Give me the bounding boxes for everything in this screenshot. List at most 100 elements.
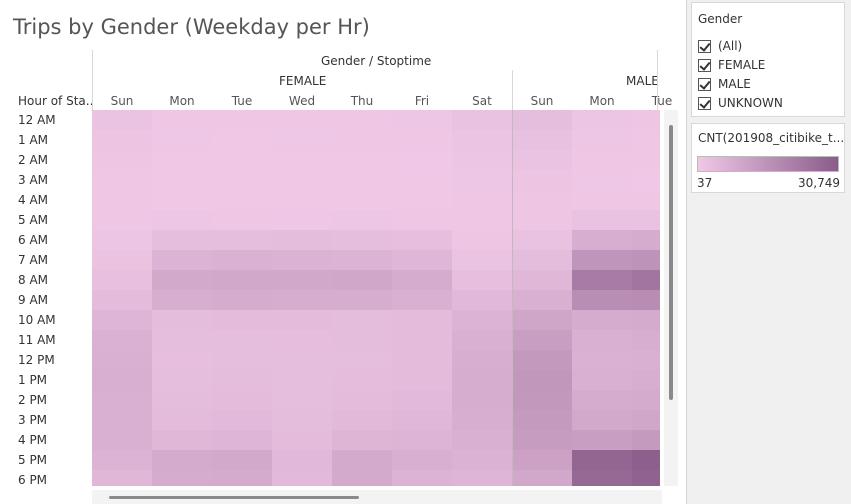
heatmap-cell[interactable] — [152, 270, 212, 290]
heatmap-cell[interactable] — [392, 210, 452, 230]
heatmap-cell[interactable] — [212, 270, 272, 290]
heatmap-cell[interactable] — [92, 410, 152, 430]
heatmap-cell[interactable] — [152, 190, 212, 210]
heatmap-cell[interactable] — [512, 450, 572, 470]
heatmap-cell[interactable] — [452, 450, 512, 470]
heatmap-cell[interactable] — [572, 130, 632, 150]
heatmap-cell[interactable] — [572, 330, 632, 350]
heatmap-cell[interactable] — [632, 210, 660, 230]
heatmap-cell[interactable] — [272, 210, 332, 230]
checkbox-checked-icon[interactable] — [698, 97, 711, 110]
heatmap-cell[interactable] — [92, 430, 152, 450]
heatmap-cell[interactable] — [92, 170, 152, 190]
heatmap-cell[interactable] — [152, 150, 212, 170]
heatmap-cell[interactable] — [392, 270, 452, 290]
heatmap-cell[interactable] — [512, 170, 572, 190]
heatmap-cell[interactable] — [512, 130, 572, 150]
heatmap-cell[interactable] — [272, 450, 332, 470]
heatmap-cell[interactable] — [452, 210, 512, 230]
heatmap-cell[interactable] — [92, 330, 152, 350]
heatmap-cell[interactable] — [92, 370, 152, 390]
heatmap-cell[interactable] — [572, 450, 632, 470]
heatmap-cell[interactable] — [152, 330, 212, 350]
heatmap-cell[interactable] — [572, 410, 632, 430]
heatmap-cell[interactable] — [392, 250, 452, 270]
heatmap-cell[interactable] — [572, 470, 632, 486]
heatmap-cell[interactable] — [332, 390, 392, 410]
heatmap-cell[interactable] — [632, 250, 660, 270]
scrollbar-thumb[interactable] — [109, 496, 359, 499]
heatmap-cell[interactable] — [92, 450, 152, 470]
heatmap-cell[interactable] — [332, 430, 392, 450]
heatmap-cell[interactable] — [512, 290, 572, 310]
heatmap-cell[interactable] — [632, 170, 660, 190]
heatmap-cell[interactable] — [212, 390, 272, 410]
heatmap-cell[interactable] — [632, 290, 660, 310]
horizontal-scrollbar[interactable] — [92, 490, 662, 504]
heatmap-cell[interactable] — [152, 130, 212, 150]
heatmap-cell[interactable] — [512, 150, 572, 170]
heatmap-cell[interactable] — [512, 270, 572, 290]
heatmap-cell[interactable] — [452, 410, 512, 430]
heatmap-cell[interactable] — [452, 250, 512, 270]
heatmap-cell[interactable] — [392, 130, 452, 150]
heatmap-cell[interactable] — [92, 230, 152, 250]
heatmap-cell[interactable] — [332, 270, 392, 290]
heatmap-cell[interactable] — [212, 370, 272, 390]
heatmap-cell[interactable] — [572, 390, 632, 410]
checkbox-checked-icon[interactable] — [698, 40, 711, 53]
heatmap-cell[interactable] — [152, 110, 212, 130]
heatmap-cell[interactable] — [392, 430, 452, 450]
heatmap-cell[interactable] — [572, 110, 632, 130]
heatmap-cell[interactable] — [512, 310, 572, 330]
heatmap-cell[interactable] — [512, 250, 572, 270]
heatmap-cell[interactable] — [272, 170, 332, 190]
heatmap-cell[interactable] — [452, 330, 512, 350]
heatmap-cell[interactable] — [392, 290, 452, 310]
heatmap-cell[interactable] — [212, 350, 272, 370]
heatmap-cell[interactable] — [152, 250, 212, 270]
heatmap-cell[interactable] — [212, 170, 272, 190]
heatmap-cell[interactable] — [92, 470, 152, 486]
heatmap-cell[interactable] — [572, 210, 632, 230]
heatmap-cell[interactable] — [632, 410, 660, 430]
heatmap-cell[interactable] — [632, 110, 660, 130]
heatmap-cell[interactable] — [152, 450, 212, 470]
heatmap-cell[interactable] — [212, 410, 272, 430]
heatmap-cell[interactable] — [212, 250, 272, 270]
heatmap-cell[interactable] — [332, 250, 392, 270]
heatmap-cell[interactable] — [92, 250, 152, 270]
heatmap-cell[interactable] — [632, 390, 660, 410]
heatmap-cell[interactable] — [152, 390, 212, 410]
gender-header-female[interactable]: FEMALE — [279, 74, 326, 88]
heatmap-cell[interactable] — [572, 310, 632, 330]
heatmap-cell[interactable] — [212, 430, 272, 450]
heatmap-cell[interactable] — [212, 130, 272, 150]
heatmap-cell[interactable] — [332, 310, 392, 330]
heatmap-cell[interactable] — [392, 390, 452, 410]
heatmap-cell[interactable] — [272, 110, 332, 130]
heatmap-cell[interactable] — [452, 290, 512, 310]
heatmap-cell[interactable] — [152, 470, 212, 486]
heatmap-cell[interactable] — [332, 290, 392, 310]
heatmap-cell[interactable] — [332, 470, 392, 486]
heatmap-cell[interactable] — [392, 150, 452, 170]
heatmap-cell[interactable] — [212, 190, 272, 210]
heatmap-cell[interactable] — [272, 390, 332, 410]
heatmap-cell[interactable] — [152, 210, 212, 230]
heatmap-cell[interactable] — [632, 230, 660, 250]
heatmap-cell[interactable] — [152, 290, 212, 310]
heatmap-cell[interactable] — [452, 310, 512, 330]
heatmap-cell[interactable] — [272, 370, 332, 390]
heatmap-cell[interactable] — [452, 110, 512, 130]
heatmap-cell[interactable] — [632, 130, 660, 150]
heatmap-cell[interactable] — [212, 110, 272, 130]
heatmap-cell[interactable] — [152, 430, 212, 450]
heatmap-cell[interactable] — [632, 150, 660, 170]
heatmap-cell[interactable] — [272, 190, 332, 210]
heatmap-cell[interactable] — [392, 330, 452, 350]
heatmap-cell[interactable] — [512, 390, 572, 410]
heatmap-cell[interactable] — [632, 450, 660, 470]
heatmap-cell[interactable] — [152, 230, 212, 250]
heatmap-cell[interactable] — [572, 350, 632, 370]
